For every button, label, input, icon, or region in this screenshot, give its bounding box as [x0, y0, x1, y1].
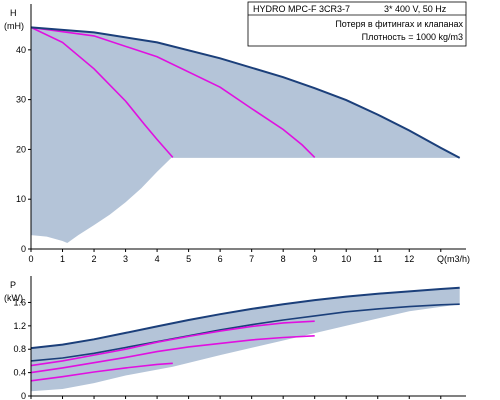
- head-x-tick-label: 2: [92, 254, 97, 264]
- power-y-axis-symbol: P: [10, 280, 16, 290]
- head-y-tick-label: 40: [16, 45, 26, 55]
- power-max-curve: [30, 286, 460, 350]
- power-operating-envelope: [31, 287, 460, 392]
- header-note-fittings: Потеря в фитингах и клапанах: [335, 19, 463, 29]
- head-max-curve: [30, 26, 461, 159]
- power-y-tick-label: 0: [21, 391, 26, 400]
- head-x-tick-label: 6: [218, 254, 223, 264]
- head-y-tick-label: 10: [16, 194, 26, 204]
- head-x-axis-title: Q(m3/h): [437, 254, 470, 264]
- head-y-tick-label: 20: [16, 144, 26, 154]
- head-operating-envelope: [31, 27, 460, 244]
- power-secondary-curve: [30, 303, 460, 362]
- head-x-tick-label: 8: [281, 254, 286, 264]
- header-note-density: Плотность = 1000 kg/m3: [362, 32, 463, 42]
- head-x-tick-label: 11: [373, 254, 382, 264]
- head-duty-curve-2: [30, 26, 316, 158]
- power-y-axis-unit: (kW): [4, 293, 23, 303]
- head-x-tick-label: 9: [312, 254, 317, 264]
- power-y-tick-label: 1.6: [13, 297, 26, 307]
- head-x-tick-label: 10: [341, 254, 351, 264]
- head-x-tick-label: 1: [60, 254, 65, 264]
- power-y-tick-label: 0.4: [13, 368, 26, 378]
- head-x-tick-label: 0: [28, 254, 33, 264]
- head-x-tick-label: 7: [249, 254, 254, 264]
- power-y-tick-label: 0.8: [13, 344, 26, 354]
- power-duty-curve-2: [30, 335, 315, 374]
- header-supply: 3* 400 V, 50 Hz: [384, 4, 447, 14]
- power-duty-curve-1: [30, 320, 315, 367]
- power-plot: 0 0.4 0.8 1.2 1.6 P (kW): [4, 276, 466, 400]
- head-y-axis-unit: (mH): [4, 21, 24, 31]
- head-y-axis-symbol: H: [10, 8, 17, 18]
- power-y-tick-label: 1.2: [13, 321, 26, 331]
- head-x-tick-label: 5: [186, 254, 191, 264]
- head-x-tick-label: 4: [155, 254, 160, 264]
- head-x-tick-label: 12: [404, 254, 414, 264]
- header-model: HYDRO MPC-F 3CR3-7: [253, 4, 350, 14]
- power-duty-curve-3: [30, 362, 173, 382]
- header-info-box: [247, 1, 467, 47]
- head-x-tick-label: 3: [123, 254, 128, 264]
- head-y-tick-label: 0: [21, 244, 26, 254]
- head-duty-curve-1: [30, 26, 174, 158]
- head-y-tick-label: 30: [16, 95, 26, 105]
